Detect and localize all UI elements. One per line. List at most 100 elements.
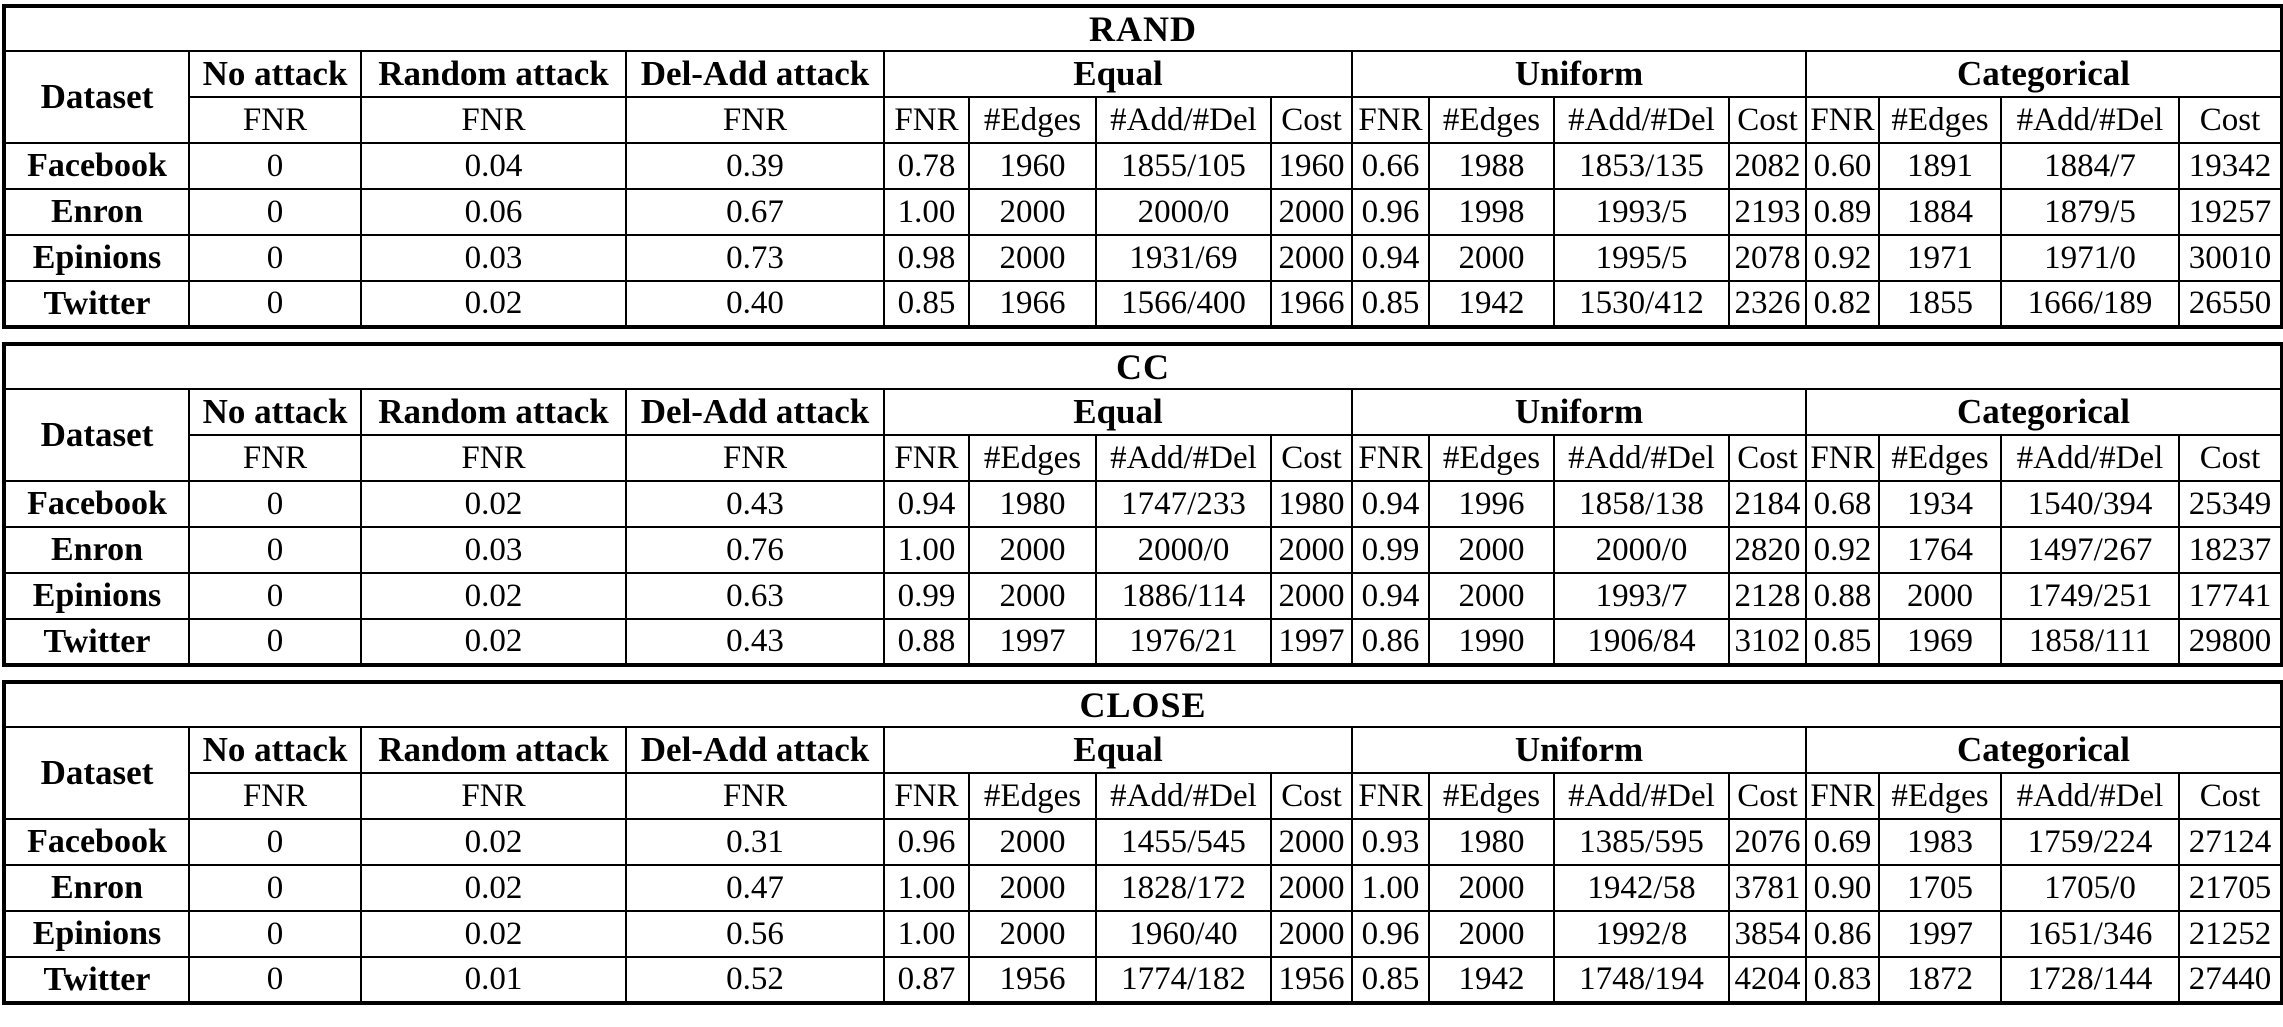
cell-no-attack-fnr: 0 <box>188 864 362 912</box>
group-header-equal: Equal <box>883 50 1353 98</box>
results-table-close: CLOSE Dataset No attack Random attack De… <box>2 680 2283 1005</box>
cell-equal-cost: 1997 <box>1270 618 1353 666</box>
cell-equal-edges: 1980 <box>968 480 1097 528</box>
subheader-edges: #Edges <box>1428 772 1555 820</box>
table-row: Epinions 0 0.02 0.56 1.00 2000 1960/40 2000 0.96… <box>3 910 2283 958</box>
subheader-fnr: FNR <box>625 772 885 820</box>
cell-uniform-edges: 2000 <box>1428 910 1555 958</box>
cell-del-add-attack-fnr: 0.39 <box>625 142 885 190</box>
cell-del-add-attack-fnr: 0.67 <box>625 188 885 236</box>
cell-random-attack-fnr: 0.03 <box>360 526 627 574</box>
cell-uniform-fnr: 0.96 <box>1351 910 1430 958</box>
cell-categorical-edges: 1872 <box>1878 956 2002 1004</box>
cell-uniform-cost: 2184 <box>1728 480 1807 528</box>
cell-uniform-add-del: 1858/138 <box>1553 480 1730 528</box>
cell-categorical-cost: 30010 <box>2178 234 2283 282</box>
cell-equal-add-del: 1886/114 <box>1095 572 1272 620</box>
cell-uniform-add-del: 1853/135 <box>1553 142 1730 190</box>
cell-equal-edges: 2000 <box>968 188 1097 236</box>
subheader-cost: Cost <box>1270 772 1353 820</box>
cell-uniform-cost: 3781 <box>1728 864 1807 912</box>
cell-uniform-edges: 1942 <box>1428 280 1555 328</box>
row-dataset-label: Epinions <box>3 910 190 958</box>
row-dataset-label: Twitter <box>3 618 190 666</box>
cell-equal-fnr: 0.87 <box>883 956 970 1004</box>
cell-uniform-fnr: 1.00 <box>1351 864 1430 912</box>
subheader-add-del: #Add/#Del <box>1553 96 1730 144</box>
cell-uniform-cost: 2078 <box>1728 234 1807 282</box>
cell-equal-edges: 1966 <box>968 280 1097 328</box>
cell-categorical-fnr: 0.89 <box>1805 188 1880 236</box>
cell-categorical-edges: 1891 <box>1878 142 2002 190</box>
subheader-edges: #Edges <box>1428 434 1555 482</box>
cell-del-add-attack-fnr: 0.56 <box>625 910 885 958</box>
cell-equal-edges: 2000 <box>968 234 1097 282</box>
cell-uniform-add-del: 1906/84 <box>1553 618 1730 666</box>
subheader-cost: Cost <box>1728 96 1807 144</box>
subheader-add-del: #Add/#Del <box>2000 434 2180 482</box>
subheader-fnr: FNR <box>1805 96 1880 144</box>
cell-equal-add-del: 1828/172 <box>1095 864 1272 912</box>
cell-equal-fnr: 0.78 <box>883 142 970 190</box>
subheader-edges: #Edges <box>968 772 1097 820</box>
cell-no-attack-fnr: 0 <box>188 280 362 328</box>
col-header-dataset: Dataset <box>3 50 190 144</box>
cell-categorical-fnr: 0.88 <box>1805 572 1880 620</box>
cell-uniform-fnr: 0.86 <box>1351 618 1430 666</box>
group-header-uniform: Uniform <box>1351 50 1807 98</box>
cell-uniform-fnr: 0.94 <box>1351 234 1430 282</box>
subheader-fnr: FNR <box>360 434 627 482</box>
cell-categorical-add-del: 1728/144 <box>2000 956 2180 1004</box>
cell-equal-cost: 1966 <box>1270 280 1353 328</box>
cell-categorical-add-del: 1540/394 <box>2000 480 2180 528</box>
subheader-fnr: FNR <box>625 96 885 144</box>
cell-uniform-cost: 2128 <box>1728 572 1807 620</box>
col-header-del-add-attack: Del-Add attack <box>625 726 885 774</box>
subheader-cost: Cost <box>1728 772 1807 820</box>
cell-no-attack-fnr: 0 <box>188 910 362 958</box>
subheader-edges: #Edges <box>1428 96 1555 144</box>
cell-equal-cost: 2000 <box>1270 234 1353 282</box>
cell-no-attack-fnr: 0 <box>188 618 362 666</box>
cell-del-add-attack-fnr: 0.76 <box>625 526 885 574</box>
cell-equal-fnr: 0.99 <box>883 572 970 620</box>
cell-random-attack-fnr: 0.02 <box>360 864 627 912</box>
cell-uniform-cost: 2193 <box>1728 188 1807 236</box>
cell-no-attack-fnr: 0 <box>188 142 362 190</box>
cell-categorical-fnr: 0.69 <box>1805 818 1880 866</box>
table-body: Facebook 0 0.04 0.39 0.78 1960 1855/105 1960 0.6… <box>3 142 2283 328</box>
cell-categorical-cost: 21705 <box>2177 864 2283 912</box>
cell-categorical-edges: 2000 <box>1878 572 2002 620</box>
cell-categorical-cost: 27440 <box>2177 956 2283 1004</box>
cell-equal-fnr: 0.85 <box>883 280 970 328</box>
group-header-uniform: Uniform <box>1351 388 1807 436</box>
cell-random-attack-fnr: 0.02 <box>360 572 627 620</box>
col-header-no-attack: No attack <box>188 50 362 98</box>
cell-uniform-fnr: 0.93 <box>1351 818 1430 866</box>
table-row: Facebook 0 0.02 0.43 0.94 1980 1747/233 1980 0.9… <box>3 480 2283 528</box>
subheader-edges: #Edges <box>1878 772 2002 820</box>
cell-equal-add-del: 1774/182 <box>1095 956 1272 1004</box>
cell-uniform-fnr: 0.85 <box>1351 280 1430 328</box>
row-dataset-label: Facebook <box>3 142 190 190</box>
cell-del-add-attack-fnr: 0.43 <box>625 618 885 666</box>
col-header-del-add-attack: Del-Add attack <box>625 388 885 436</box>
cell-equal-cost: 1956 <box>1270 956 1353 1004</box>
cell-uniform-add-del: 1942/58 <box>1553 864 1730 912</box>
cell-uniform-add-del: 1530/412 <box>1553 280 1730 328</box>
cell-uniform-edges: 1942 <box>1428 956 1555 1004</box>
cell-categorical-add-del: 1884/7 <box>2000 142 2180 190</box>
cell-categorical-add-del: 1497/267 <box>2000 526 2180 574</box>
cell-del-add-attack-fnr: 0.40 <box>625 280 885 328</box>
col-header-dataset: Dataset <box>3 726 190 820</box>
cell-categorical-add-del: 1651/346 <box>2000 910 2180 958</box>
cell-uniform-add-del: 1995/5 <box>1553 234 1730 282</box>
table-body: Facebook 0 0.02 0.31 0.96 2000 1455/545 2000 0.9… <box>3 818 2283 1004</box>
cell-uniform-fnr: 0.96 <box>1351 188 1430 236</box>
cell-del-add-attack-fnr: 0.47 <box>625 864 885 912</box>
group-header-equal: Equal <box>883 726 1353 774</box>
subheader-fnr: FNR <box>1351 772 1430 820</box>
cell-categorical-fnr: 0.92 <box>1805 234 1880 282</box>
subheader-add-del: #Add/#Del <box>2000 96 2180 144</box>
cell-categorical-cost: 19342 <box>2178 142 2283 190</box>
